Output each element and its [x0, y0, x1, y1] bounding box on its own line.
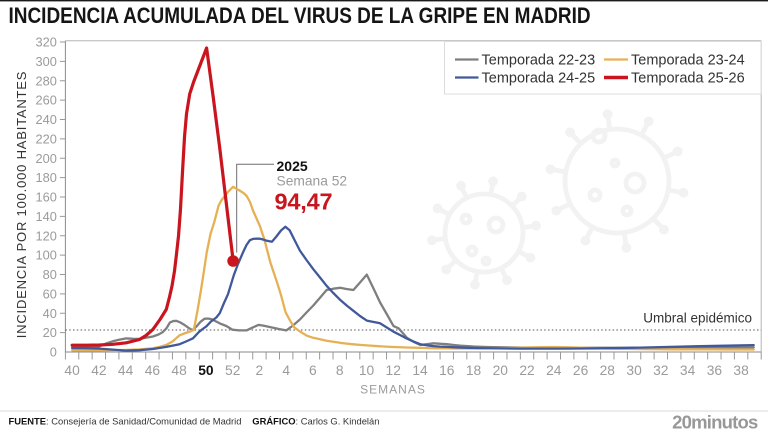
- svg-text:48: 48: [171, 363, 187, 378]
- svg-text:180: 180: [36, 170, 57, 185]
- svg-text:80: 80: [43, 267, 57, 282]
- svg-text:4: 4: [282, 363, 290, 378]
- svg-text:Temporada 23-24: Temporada 23-24: [631, 53, 745, 69]
- svg-text:160: 160: [36, 190, 57, 205]
- svg-text:100: 100: [36, 248, 57, 263]
- svg-text:2: 2: [256, 363, 264, 378]
- svg-text:38: 38: [733, 363, 749, 378]
- svg-text:SEMANAS: SEMANAS: [360, 383, 426, 397]
- svg-text:2025: 2025: [277, 158, 308, 174]
- svg-text:40: 40: [43, 306, 57, 321]
- svg-text:16: 16: [439, 363, 455, 378]
- svg-text:20: 20: [43, 325, 57, 340]
- svg-text:20: 20: [493, 363, 509, 378]
- svg-text:26: 26: [573, 363, 589, 378]
- svg-text:200: 200: [36, 151, 57, 166]
- svg-text:INCIDENCIA POR 100.000 HABITAN: INCIDENCIA POR 100.000 HABITANTES: [14, 71, 29, 338]
- svg-text:280: 280: [36, 73, 57, 88]
- svg-text:Semana 52: Semana 52: [277, 173, 348, 188]
- svg-text:94,47: 94,47: [275, 189, 333, 215]
- svg-text:12: 12: [386, 363, 401, 378]
- svg-text:Temporada 22-23: Temporada 22-23: [482, 53, 596, 69]
- svg-text:32: 32: [653, 363, 668, 378]
- svg-text:50: 50: [198, 363, 214, 378]
- svg-text:140: 140: [36, 209, 57, 224]
- svg-text:36: 36: [707, 363, 723, 378]
- svg-text:24: 24: [546, 363, 562, 378]
- svg-text:44: 44: [118, 363, 134, 378]
- svg-text:34: 34: [680, 363, 696, 378]
- svg-text:8: 8: [336, 363, 344, 378]
- svg-text:40: 40: [64, 363, 80, 378]
- svg-text:Temporada 25-26: Temporada 25-26: [631, 71, 745, 87]
- svg-text:Umbral epidémico: Umbral epidémico: [643, 310, 752, 325]
- svg-text:28: 28: [600, 363, 616, 378]
- svg-text:300: 300: [36, 54, 57, 69]
- svg-text:30: 30: [626, 363, 642, 378]
- svg-text:220: 220: [36, 131, 57, 146]
- svg-text:120: 120: [36, 228, 57, 243]
- svg-text:Temporada 24-25: Temporada 24-25: [482, 71, 596, 87]
- svg-text:260: 260: [36, 93, 57, 108]
- svg-text:240: 240: [36, 112, 57, 127]
- svg-text:14: 14: [412, 363, 428, 378]
- svg-text:22: 22: [519, 363, 534, 378]
- svg-text:20minutos: 20minutos: [672, 412, 758, 432]
- svg-text:18: 18: [466, 363, 482, 378]
- svg-text:42: 42: [91, 363, 106, 378]
- svg-text:0: 0: [50, 345, 57, 360]
- svg-text:52: 52: [225, 363, 240, 378]
- svg-text:6: 6: [309, 363, 317, 378]
- svg-text:320: 320: [36, 35, 57, 50]
- svg-text:FUENTE: Consejería de Sanidad/: FUENTE: Consejería de Sanidad/Comunidad …: [9, 416, 380, 427]
- svg-text:INCIDENCIA ACUMULADA DEL VIRUS: INCIDENCIA ACUMULADA DEL VIRUS DE LA GRI…: [9, 3, 591, 28]
- svg-text:46: 46: [145, 363, 161, 378]
- svg-text:60: 60: [43, 286, 57, 301]
- svg-text:10: 10: [359, 363, 375, 378]
